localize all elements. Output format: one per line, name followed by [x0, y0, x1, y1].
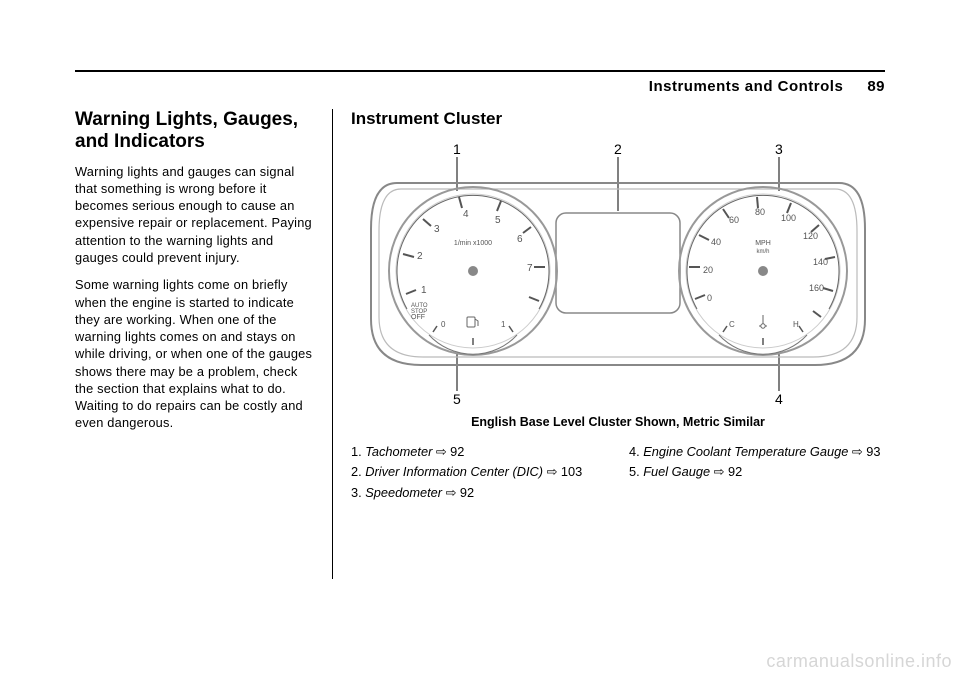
- columns: Warning Lights, Gauges, and Indicators W…: [75, 109, 885, 579]
- svg-text:5: 5: [495, 215, 501, 226]
- legend-item: 5. Fuel Gauge ⇨ 92: [629, 463, 885, 480]
- svg-text:100: 100: [781, 213, 796, 223]
- instrument-cluster-figure: 1 2 3 4 5: [351, 139, 885, 409]
- svg-text:40: 40: [711, 237, 721, 247]
- svg-text:km/h: km/h: [756, 249, 769, 255]
- right-column: Instrument Cluster 1 2 3 4 5: [351, 109, 885, 579]
- svg-text:0: 0: [441, 320, 446, 329]
- subsection-heading: Instrument Cluster: [351, 109, 885, 129]
- section-heading: Warning Lights, Gauges, and Indicators: [75, 109, 314, 153]
- svg-text:1: 1: [421, 285, 427, 296]
- svg-text:140: 140: [813, 257, 828, 267]
- chapter-title: Instruments and Controls: [649, 78, 844, 95]
- svg-text:OFF: OFF: [411, 314, 425, 321]
- cluster-svg: 1 2 3 4 5 6 7 1/min x1000 OFF AUTO STOP: [351, 139, 885, 409]
- svg-text:7: 7: [527, 263, 533, 274]
- running-header: Instruments and Controls 89: [75, 78, 885, 95]
- svg-text:0: 0: [707, 293, 712, 303]
- svg-text:2: 2: [417, 251, 423, 262]
- page-wrap: Instruments and Controls 89 Warning Ligh…: [75, 70, 885, 579]
- left-column: Warning Lights, Gauges, and Indicators W…: [75, 109, 314, 579]
- svg-text:60: 60: [729, 215, 739, 225]
- legend-col-right: 4. Engine Coolant Temperature Gauge ⇨ 93…: [629, 443, 885, 504]
- svg-text:4: 4: [463, 209, 469, 220]
- legend-item: 4. Engine Coolant Temperature Gauge ⇨ 93: [629, 443, 885, 460]
- svg-text:STOP: STOP: [411, 309, 427, 315]
- watermark: carmanualsonline.info: [766, 651, 952, 672]
- svg-text:120: 120: [803, 231, 818, 241]
- tach-unit: 1/min x1000: [454, 240, 492, 247]
- legend: 1. Tachometer ⇨ 92 2. Driver Information …: [351, 443, 885, 504]
- svg-text:160: 160: [809, 283, 824, 293]
- svg-text:MPH: MPH: [755, 240, 771, 247]
- svg-text:H: H: [793, 320, 799, 329]
- legend-item: 1. Tachometer ⇨ 92: [351, 443, 607, 460]
- page-number: 89: [867, 78, 885, 95]
- body-para: Warning lights and gauges can signal tha…: [75, 163, 314, 267]
- svg-text:80: 80: [755, 207, 765, 217]
- svg-text:C: C: [729, 320, 735, 329]
- svg-text:1: 1: [501, 320, 506, 329]
- svg-text:6: 6: [517, 234, 523, 245]
- figure-caption: English Base Level Cluster Shown, Metric…: [351, 415, 885, 429]
- legend-item: 3. Speedometer ⇨ 92: [351, 484, 607, 501]
- svg-text:20: 20: [703, 265, 713, 275]
- header-rule: [75, 70, 885, 72]
- column-divider: [332, 109, 333, 579]
- legend-item: 2. Driver Information Center (DIC) ⇨ 103: [351, 463, 607, 480]
- legend-col-left: 1. Tachometer ⇨ 92 2. Driver Information …: [351, 443, 607, 504]
- body-para: Some warning lights come on briefly when…: [75, 276, 314, 431]
- svg-text:3: 3: [434, 224, 440, 235]
